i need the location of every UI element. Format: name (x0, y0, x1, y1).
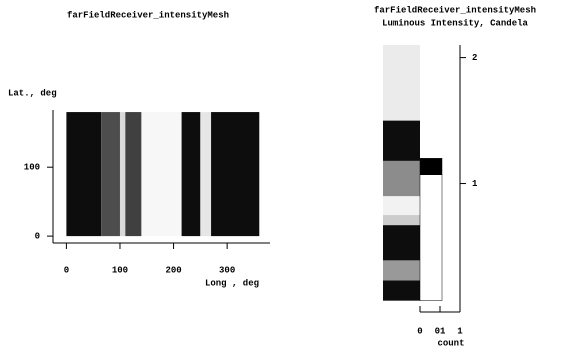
intensity-strip (383, 120, 420, 161)
x-tick-label: 0 (417, 326, 422, 336)
x-tick-label: 300 (219, 265, 235, 275)
heatmap-cell (66, 112, 102, 237)
heatmap-cell (119, 112, 126, 237)
x-tick-label: 01 (435, 326, 446, 336)
x-tick-label: 0 (64, 265, 69, 275)
heatmap-cell (211, 112, 260, 237)
intensity-strip (383, 215, 420, 226)
intensity-strip (383, 280, 420, 301)
intensity-strip (383, 260, 420, 281)
y-axis-label: Lat., deg (8, 88, 57, 98)
chart-subtitle: Luminous Intensity, Candela (382, 18, 528, 28)
x-tick-label: 100 (112, 265, 128, 275)
intensity-strip (383, 160, 420, 197)
x-axis-label: count (437, 338, 464, 348)
intensity-strip (383, 225, 420, 261)
heatmap-cell (101, 112, 120, 237)
y-tick-label: 1 (472, 179, 478, 189)
heatmap-cell (125, 112, 142, 237)
y-tick-label: 0 (35, 231, 40, 241)
heatmap-cell (200, 112, 212, 237)
chart-title: farFieldReceiver_intensityMesh (374, 5, 536, 15)
x-tick-label: 1 (457, 326, 463, 336)
chart-title: farFieldReceiver_intensityMesh (67, 10, 229, 20)
intensity-strip (383, 196, 420, 216)
x-axis-label: Long , deg (205, 278, 259, 288)
y-tick-label: 2 (472, 53, 477, 63)
x-tick-label: 200 (165, 265, 181, 275)
bar (419, 158, 443, 175)
y-tick-label: 100 (24, 163, 40, 173)
heatmap-cell (181, 112, 201, 237)
intensity-strip (383, 45, 420, 121)
heatmap-cell (141, 112, 182, 237)
bar (419, 174, 443, 301)
